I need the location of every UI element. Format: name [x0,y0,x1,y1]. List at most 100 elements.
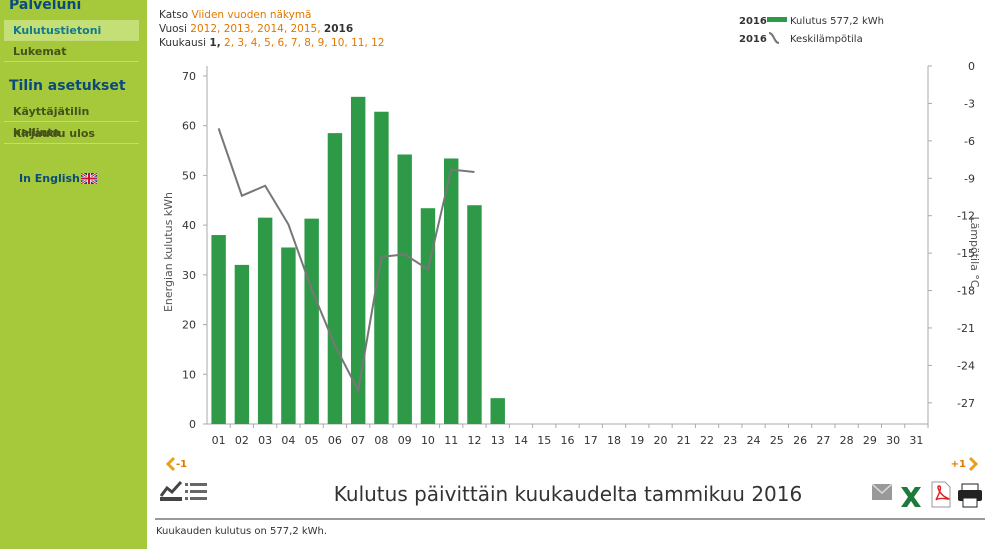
x-tick-label: 29 [863,434,877,447]
selector-link[interactable]: 2012, [190,23,221,35]
x-tick-label: 10 [421,434,435,447]
language-link[interactable]: In English [19,172,80,185]
label: Katso [159,9,189,21]
legend-year: 2016 [739,16,767,27]
selector-link[interactable]: 6, [277,37,288,49]
selector-link[interactable]: 2013, [223,23,254,35]
x-tick-label: 22 [700,434,714,447]
selector-link[interactable]: 8, [304,37,315,49]
bar [304,218,319,424]
y2-tick-label: -21 [957,322,975,335]
section-title: Palveluni [9,0,82,13]
x-tick-label: 09 [398,434,412,447]
x-tick-label: 31 [909,434,923,447]
x-tick-label: 25 [770,434,784,447]
y-tick-label: 40 [182,219,196,232]
y-tick-label: 20 [182,319,196,332]
y2-tick-label: -27 [957,397,975,410]
y2-tick-label: -18 [957,285,975,298]
selector-link[interactable]: 5, [264,37,275,49]
x-tick-label: 28 [840,434,854,447]
bar [420,208,436,424]
selector-link[interactable]: 3, [237,37,248,49]
selector-link[interactable]: 9, [317,37,328,49]
legend-swatch [767,17,787,22]
nav-item[interactable]: Kulutustietoni [4,20,139,41]
print-icon[interactable] [958,483,982,508]
x-tick-label: 20 [654,434,668,447]
bar [490,398,505,424]
selector-link[interactable]: 2, [224,37,235,49]
sidebar: Palveluni Kulutustietoni Lukemat Tilin a… [0,0,147,549]
excel-icon[interactable] [901,487,921,507]
y-tick-label: 70 [182,70,196,83]
selector-link: 2016 [323,23,354,35]
selector-link[interactable]: 4, [250,37,261,49]
x-tick-label: 19 [630,434,644,447]
bar [350,96,366,425]
label: Vuosi [159,23,187,35]
uk-flag [81,173,97,184]
chart-view-icon[interactable] [159,480,183,501]
x-tick-label: 07 [351,434,365,447]
bar [327,133,343,424]
y-tick-label: 10 [182,368,196,381]
x-tick-label: 24 [747,434,761,447]
y2-tick-label: -12 [957,210,975,223]
x-tick-label: 08 [374,434,388,447]
legend-label: Kulutus 577,2 kWh [790,16,884,27]
bar [374,111,389,424]
next-label[interactable]: +1 [951,459,966,470]
list-view-icon[interactable] [185,483,207,500]
x-tick-label: 14 [514,434,528,447]
nav-item[interactable]: Kirjaudu ulos [4,123,139,144]
x-tick-label: 26 [793,434,807,447]
selector-link[interactable]: 11, [351,37,368,49]
bar [467,205,482,424]
bar [281,247,296,424]
y-tick-label: 50 [182,169,196,182]
year-selector: Vuosi 2012, 2013, 2014, 2015, 2016 [159,23,353,35]
pdf-icon[interactable] [931,481,951,508]
prev-label[interactable]: -1 [176,459,187,470]
x-tick-label: 01 [212,434,226,447]
x-tick-label: 02 [235,434,249,447]
bar [397,154,412,424]
legend-year: 2016 [739,34,767,45]
prev-arrow[interactable] [165,456,176,472]
y2-tick-label: -6 [964,135,975,148]
nav-item[interactable]: Käyttäjätilin hallinta [4,101,139,139]
selector-link[interactable]: 2014, [257,23,288,35]
y-tick-label: 30 [182,269,196,282]
label: Kuukausi [159,37,207,49]
y2-tick-label: -24 [957,359,975,372]
x-tick-label: 21 [677,434,691,447]
x-tick-label: 11 [444,434,458,447]
view-selector: Katso Viiden vuoden näkymä [159,9,312,21]
x-tick-label: 04 [281,434,295,447]
x-tick-label: 18 [607,434,621,447]
y2-tick-label: -9 [964,172,975,185]
selector-link[interactable]: 12 [371,37,385,49]
selector-link[interactable]: 2015, [290,23,321,35]
next-arrow[interactable] [968,456,979,472]
legend-swatch [768,32,780,44]
x-tick-label: 16 [561,434,575,447]
email-icon[interactable] [871,483,893,500]
x-tick-label: 06 [328,434,342,447]
bar [257,217,273,424]
link[interactable]: Viiden vuoden näkymä [191,9,312,21]
x-tick-label: 30 [886,434,900,447]
selector-link[interactable]: 10, [331,37,348,49]
bar [211,235,226,424]
selector-link[interactable]: 7, [290,37,301,49]
x-tick-label: 13 [491,434,505,447]
bar [234,264,250,424]
chart-title: Kulutus päivittäin kuukaudelta tammikuu … [334,482,802,506]
selector-link: 1, [209,37,221,49]
nav-item[interactable]: Lukemat [4,41,139,62]
y-axis-label: Energian kulutus kWh [162,192,175,312]
y2-axis-label: Lämpötila °C [968,216,981,287]
x-tick-label: 12 [467,434,481,447]
